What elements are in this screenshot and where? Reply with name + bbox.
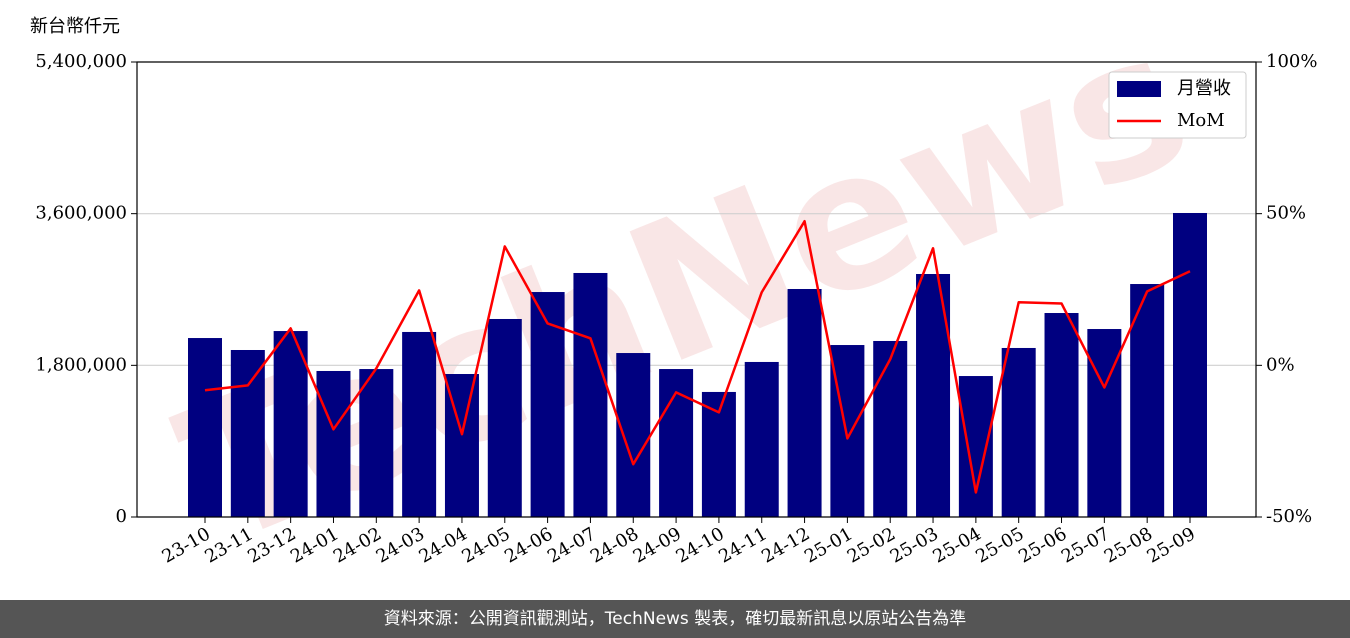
bar [1044, 313, 1079, 517]
bar [744, 361, 779, 517]
bar [873, 340, 908, 517]
x-tick-label: 24-05 [458, 523, 513, 567]
footer: 資料來源：公開資訊觀測站，TechNews 製表，確切最新訊息以原站公告為準 [0, 600, 1350, 638]
bar [1087, 329, 1122, 517]
bar [402, 331, 437, 517]
x-tick-label: 25-03 [887, 523, 942, 567]
bar [188, 338, 222, 517]
y-tick-label: 3,600,000 [35, 203, 127, 224]
x-tick-label: 25-02 [844, 523, 899, 567]
x-tick-label: 24-12 [758, 523, 813, 567]
bar [958, 376, 993, 517]
chart: 新台幣仟元 TechNews01,800,0003,600,0005,400,0… [30, 0, 1317, 588]
y-axis-label: 新台幣仟元 [30, 16, 120, 37]
x-tick-label: 25-07 [1058, 523, 1113, 567]
x-tick-label: 24-09 [630, 523, 685, 567]
x-tick-label: 24-08 [587, 523, 642, 567]
x-tick-label: 24-11 [715, 523, 770, 567]
bar [1173, 212, 1207, 517]
x-tick-label: 25-04 [929, 523, 984, 567]
x-tick-label: 24-04 [416, 523, 471, 567]
x-tick-label: 24-06 [501, 523, 556, 567]
y-tick-label: 5,400,000 [35, 51, 127, 72]
line [204, 220, 1191, 494]
legend-swatch [1117, 81, 1161, 97]
bar [573, 272, 608, 517]
x-tick-label: 25-05 [972, 523, 1027, 567]
y-tick-label: 1,800,000 [35, 354, 127, 375]
x-tick-label: 25-08 [1101, 523, 1156, 567]
y2-tick-label: -50% [1266, 506, 1312, 527]
bar [1001, 347, 1036, 517]
x-tick-label: 24-07 [544, 523, 599, 567]
x-tick-label: 25-06 [1015, 523, 1070, 567]
x-tick-label: 25-01 [801, 523, 856, 567]
y2-tick-label: 100% [1266, 51, 1317, 72]
bar [530, 292, 565, 517]
bar [273, 331, 308, 517]
bar [359, 369, 394, 517]
bar [616, 353, 651, 517]
bar [787, 288, 822, 517]
bar [316, 370, 351, 517]
y2-tick-label: 0% [1266, 354, 1295, 375]
legend-label: MoM [1177, 110, 1225, 131]
y-tick-label: 0 [116, 506, 127, 527]
y2-tick-label: 50% [1266, 203, 1306, 224]
plot-frame [136, 61, 1257, 518]
bar [487, 318, 522, 517]
x-tick-label: 23-10 [159, 523, 214, 567]
x-tick-label: 24-03 [373, 523, 428, 567]
bar [830, 345, 865, 517]
legend-label: 月營收 [1177, 78, 1231, 99]
bar [1130, 284, 1165, 517]
bar [230, 349, 265, 517]
x-tick-label: 25-09 [1144, 523, 1199, 567]
x-tick-label: 24-10 [672, 523, 727, 567]
